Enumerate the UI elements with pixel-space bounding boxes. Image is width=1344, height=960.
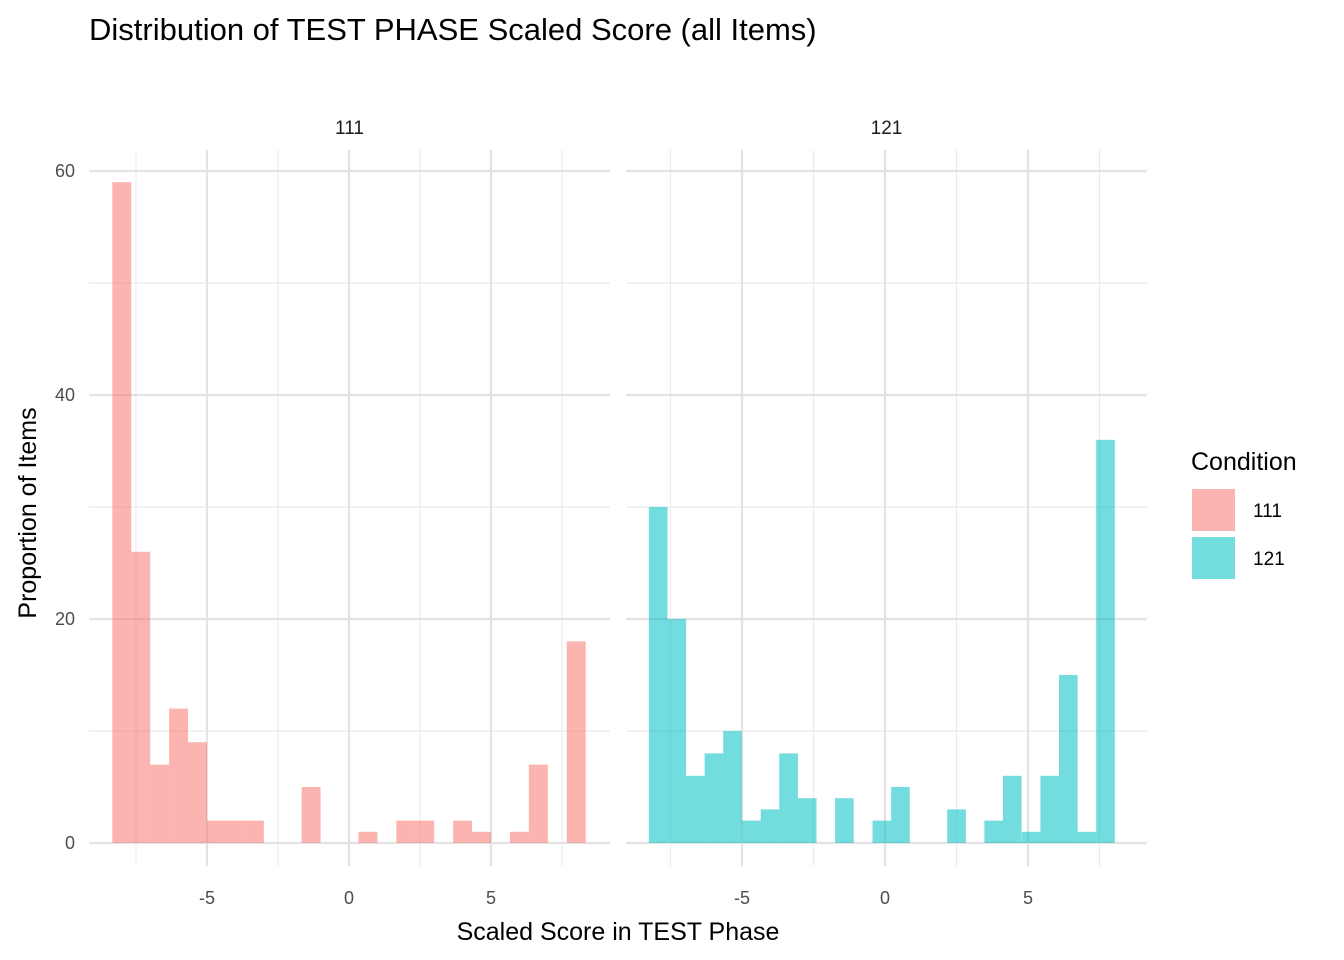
facet-panels: 111 -5 0 5 121 -5 0 5 — [89, 118, 1147, 908]
histogram-bar — [760, 809, 780, 843]
histogram-bar — [188, 742, 208, 843]
y-axis-ticks: 0 20 40 60 — [55, 161, 75, 853]
histogram-bar — [169, 708, 189, 843]
x-tick-label: 5 — [1023, 888, 1033, 908]
histogram-bar — [835, 798, 854, 843]
y-axis-title: Proportion of Items — [14, 407, 42, 618]
legend-items: 111 121 — [1192, 489, 1285, 579]
histogram-bar — [528, 764, 548, 843]
histogram-bar — [1096, 439, 1115, 843]
histogram-bar — [244, 820, 264, 843]
histogram-bar — [206, 820, 226, 843]
legend-key — [1192, 537, 1235, 579]
histogram-bar — [358, 831, 378, 843]
histogram-bar — [797, 798, 817, 843]
legend-label: 111 — [1253, 501, 1282, 522]
facet-panel-111: 111 -5 0 5 — [89, 118, 610, 908]
facet-strip-label: 121 — [871, 118, 903, 139]
histogram-bar — [891, 787, 910, 843]
histogram-bar — [225, 820, 245, 843]
y-tick-label: 20 — [55, 609, 75, 629]
facet-panel-121: 121 -5 0 5 — [626, 118, 1147, 908]
histogram-bar — [667, 619, 687, 843]
histogram-bar — [984, 820, 1004, 843]
histogram-bar — [566, 641, 586, 843]
histogram-bar — [947, 809, 966, 843]
facet-strip-label: 111 — [335, 118, 364, 139]
chart-title: Distribution of TEST PHASE Scaled Score … — [89, 12, 817, 47]
histogram-bar — [396, 820, 416, 843]
legend-key — [1192, 489, 1235, 531]
x-tick-label: -5 — [734, 888, 750, 908]
histogram-bar — [472, 831, 492, 843]
legend-item: 111 — [1192, 489, 1282, 531]
histogram-bar — [415, 820, 435, 843]
histogram-bar — [301, 787, 321, 843]
histogram-bar — [1077, 831, 1097, 843]
histogram-bar — [509, 831, 529, 843]
legend-title: Condition — [1191, 448, 1297, 476]
histogram-bar — [648, 507, 668, 843]
histogram-bar — [779, 753, 798, 843]
legend-label: 121 — [1253, 549, 1285, 570]
legend: Condition 111 121 — [1191, 448, 1297, 579]
x-tick-label: 0 — [880, 888, 890, 908]
histogram-bar — [1002, 775, 1022, 843]
histogram-bar — [1021, 831, 1041, 843]
y-tick-label: 60 — [55, 161, 75, 181]
histogram-bar — [1040, 775, 1060, 843]
histogram-bar — [704, 753, 724, 843]
histogram-bar — [723, 731, 742, 843]
y-tick-label: 40 — [55, 385, 75, 405]
histogram-bar — [686, 775, 705, 843]
histogram-bar — [1059, 675, 1078, 843]
histogram-bar — [742, 820, 761, 843]
x-tick-label: -5 — [199, 888, 215, 908]
histogram-bar — [112, 182, 132, 843]
histogram-bar — [131, 551, 151, 843]
histogram-bar — [872, 820, 892, 843]
x-tick-label: 5 — [486, 888, 496, 908]
x-tick-label: 0 — [344, 888, 354, 908]
legend-item: 121 — [1192, 537, 1285, 579]
y-tick-label: 0 — [65, 833, 75, 853]
x-axis-title: Scaled Score in TEST Phase — [457, 918, 780, 946]
histogram-bar — [150, 764, 170, 843]
histogram-bar — [453, 820, 473, 843]
